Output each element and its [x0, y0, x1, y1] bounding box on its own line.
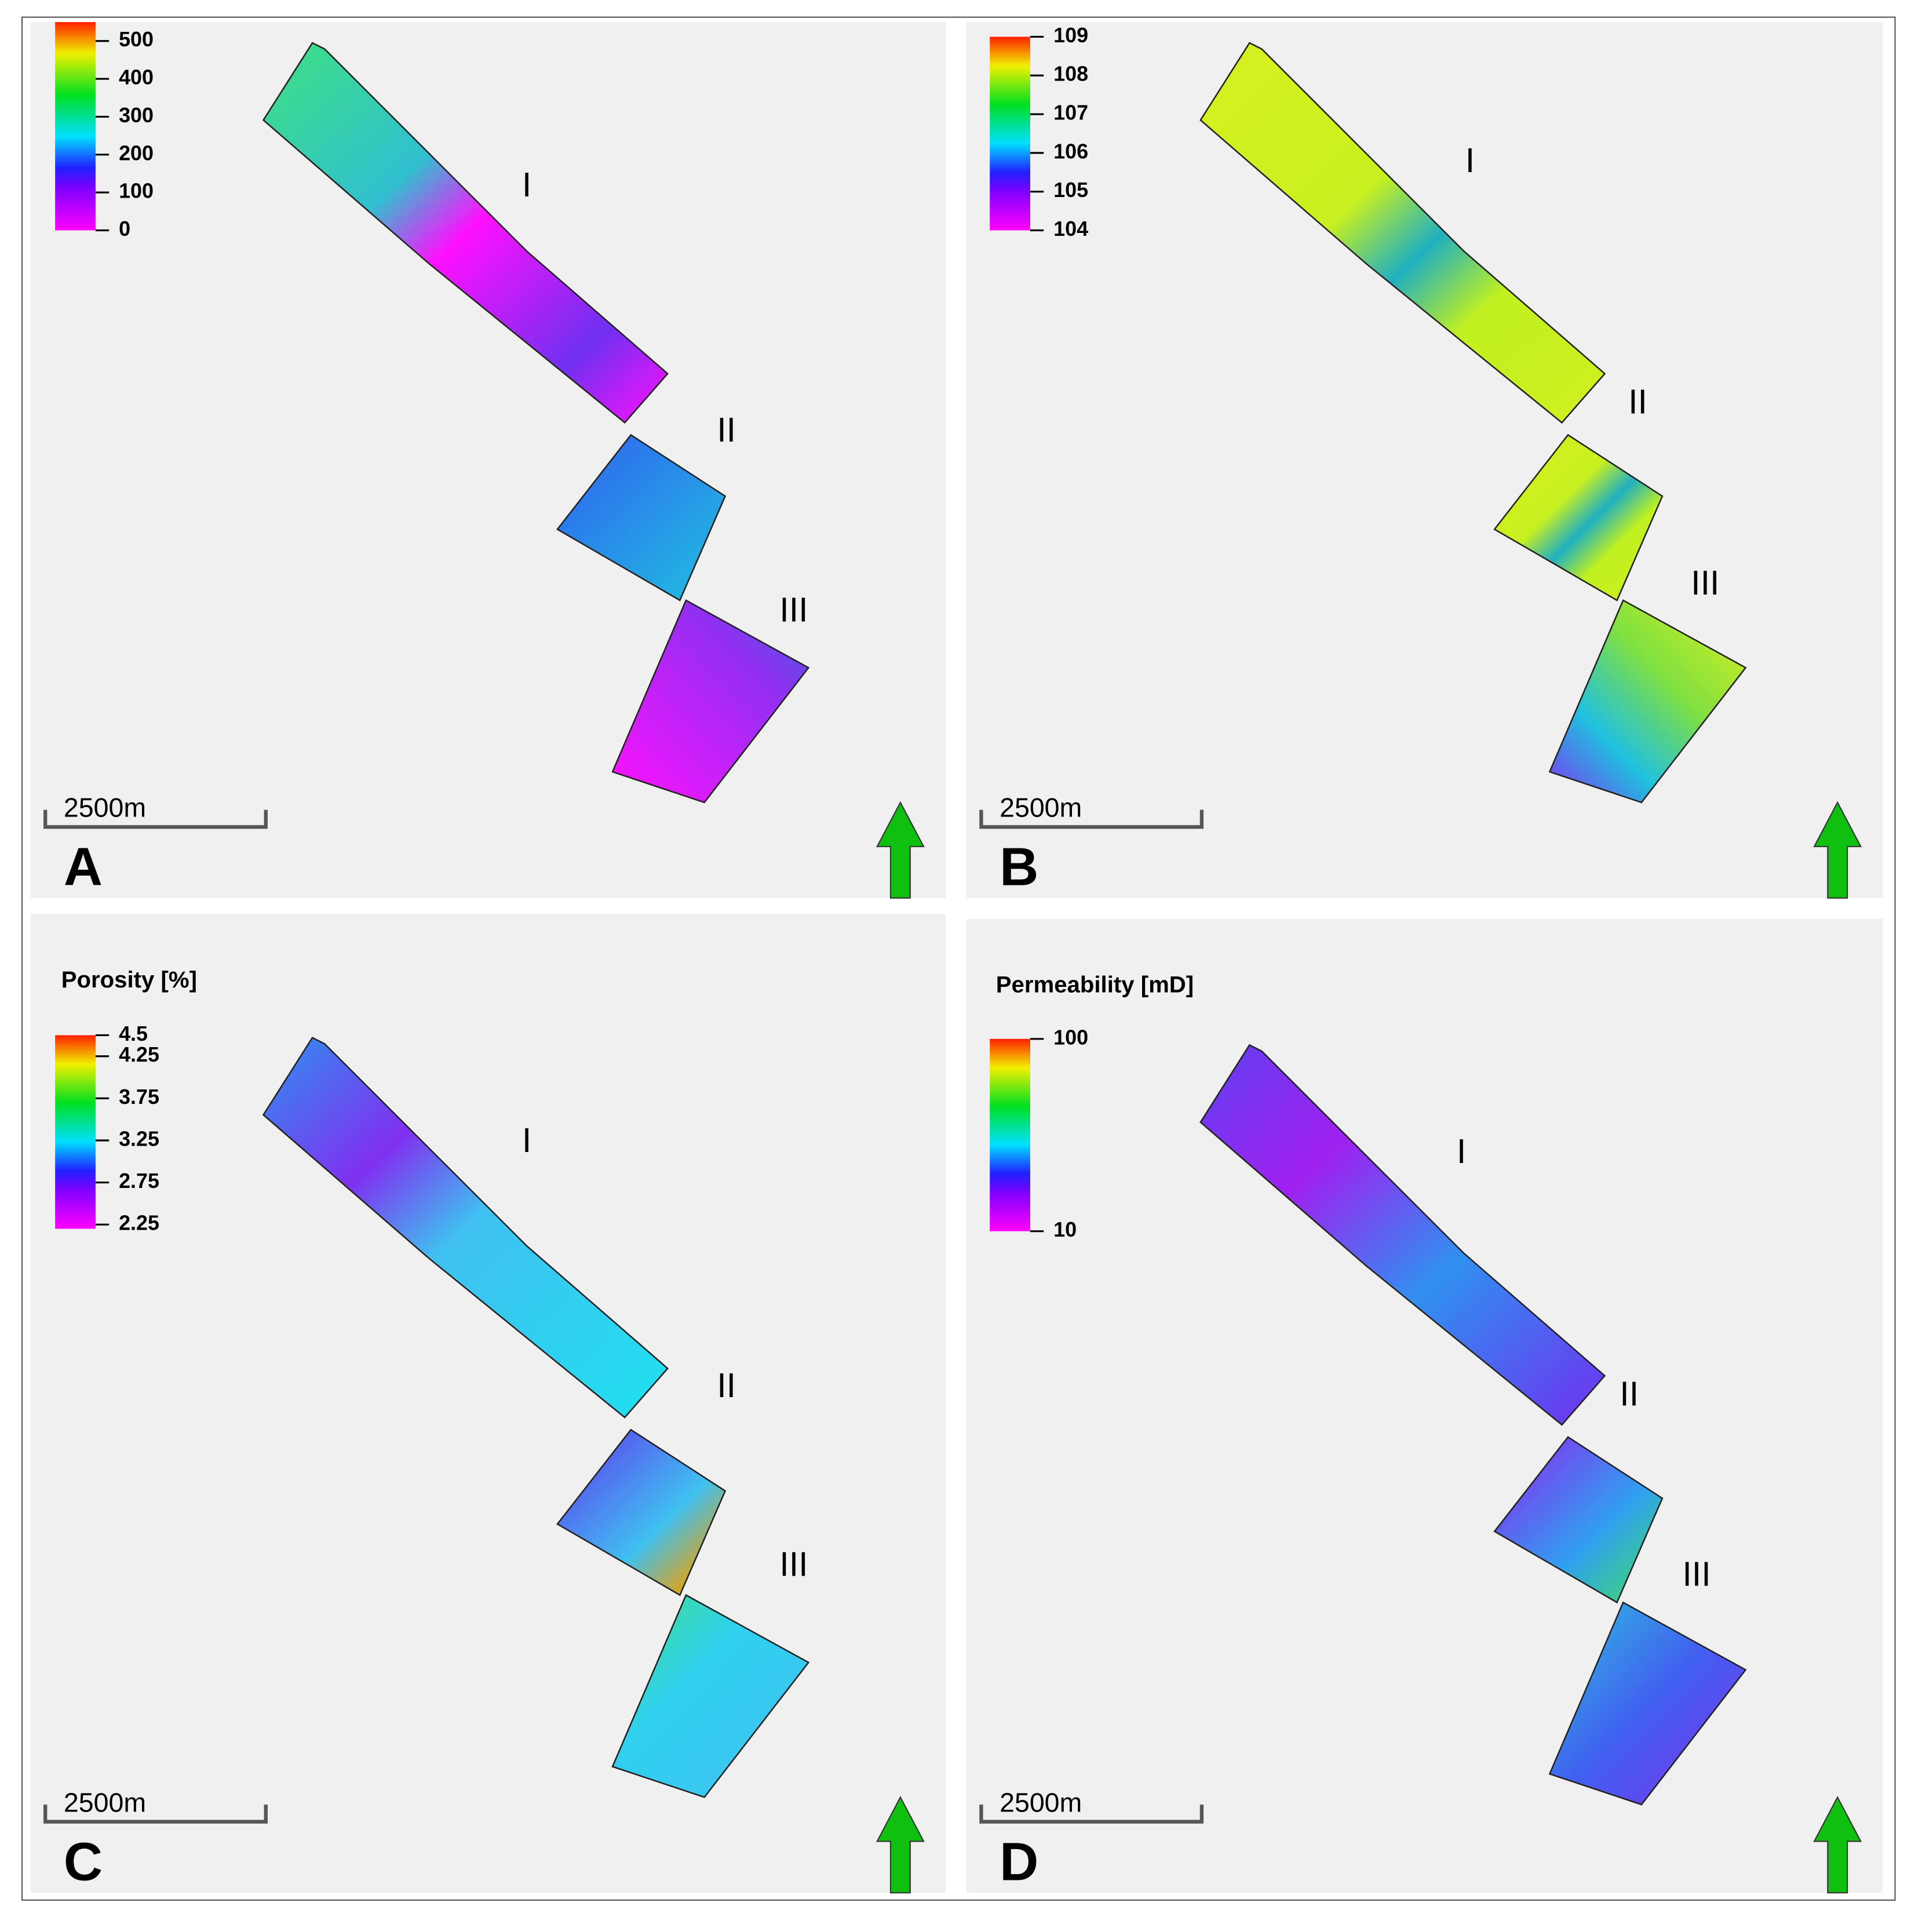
scale-bar [979, 1805, 1204, 1824]
colorbar [55, 1035, 96, 1229]
region-label: II [717, 1366, 736, 1405]
scale-bar [43, 1805, 268, 1824]
colorbar-tick-label: 4.5 [119, 1022, 148, 1045]
colorbar-tick-label: 105 [1053, 178, 1088, 202]
colorbar-tick-label: 108 [1053, 62, 1088, 86]
panel-background [30, 22, 946, 898]
map-region [1493, 433, 1664, 602]
colorbar-tick-label: 100 [119, 179, 154, 203]
colorbar-tick-label: 104 [1053, 217, 1088, 240]
map-region [611, 599, 810, 804]
region-label: III [779, 1545, 808, 1584]
map-region [611, 1594, 810, 1798]
colorbar-tick-label: 3.75 [119, 1085, 159, 1109]
north-arrow [876, 801, 925, 899]
colorbar-tick-label: 4.25 [119, 1042, 159, 1066]
north-arrow [1813, 1796, 1862, 1894]
region-label: I [1457, 1132, 1466, 1171]
north-arrow [1813, 801, 1862, 899]
map-region [1493, 1436, 1664, 1604]
colorbar-tick-label: 3.25 [119, 1127, 159, 1150]
map-region [1548, 599, 1747, 804]
colorbar-title: Porosity [%] [61, 967, 197, 993]
scale-bar-label: 2500m [1000, 793, 1082, 823]
map-region [556, 433, 727, 602]
region-label: I [522, 1121, 531, 1160]
colorbar-tick-label: 109 [1053, 23, 1088, 47]
region-label: II [1620, 1375, 1639, 1413]
map-region [262, 42, 669, 424]
region-label: III [1682, 1555, 1711, 1594]
panel-background [967, 22, 1883, 898]
panel-letter: A [64, 837, 103, 897]
panel-letter: B [1000, 837, 1038, 897]
colorbar-tick-label: 107 [1053, 101, 1088, 125]
scale-bar-label: 2500m [64, 1787, 146, 1817]
colorbar-tick-label: 2.75 [119, 1169, 159, 1193]
colorbar [990, 1038, 1030, 1231]
map-region [1199, 42, 1606, 424]
colorbar-tick-label: 200 [119, 141, 154, 165]
panel-background [967, 918, 1883, 1893]
colorbar-tick-label: 500 [119, 27, 154, 51]
panel-background [30, 914, 946, 1893]
colorbar-tick-label: 300 [119, 103, 154, 127]
colorbar-tick-label: 2.25 [119, 1211, 159, 1235]
panel-letter: C [64, 1831, 103, 1891]
region-label: II [717, 410, 736, 449]
region-label: III [1691, 563, 1719, 602]
region-label: I [522, 165, 531, 204]
colorbar-title: Permeability [mD] [996, 971, 1194, 997]
region-label: II [1628, 382, 1647, 421]
region-label: I [1465, 141, 1475, 180]
panel-letter: D [1000, 1831, 1038, 1891]
colorbar-tick-label: 100 [1053, 1025, 1088, 1049]
north-arrow [876, 1796, 925, 1894]
colorbar [990, 37, 1030, 231]
colorbar [55, 22, 96, 231]
map-region [262, 1037, 669, 1419]
colorbar-tick-label: 400 [119, 65, 154, 89]
scale-bar [979, 810, 1204, 829]
colorbar-tick-label: 106 [1053, 139, 1088, 163]
map-region [1548, 1601, 1747, 1806]
colorbar-tick-label: 10 [1053, 1217, 1077, 1241]
region-label: III [779, 590, 808, 629]
scale-bar-label: 2500m [64, 793, 146, 823]
colorbar-tick-label: 0 [119, 217, 130, 240]
map-region [1199, 1044, 1606, 1426]
map-region [556, 1428, 727, 1596]
scale-bar [43, 810, 268, 829]
scale-bar-label: 2500m [1000, 1787, 1082, 1817]
